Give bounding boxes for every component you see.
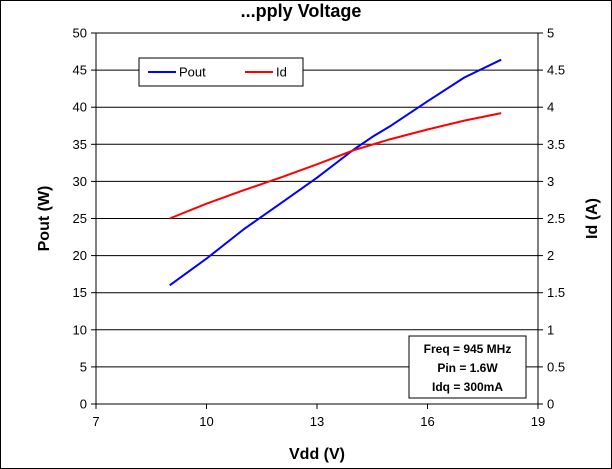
x-tick-label: 10 xyxy=(199,414,213,429)
y-tick-label: 5 xyxy=(80,359,87,374)
right-y-axis: 0 0.5 1 1.5 2 2.5 3 3.5 4 4.5 5 xyxy=(538,26,565,412)
legend-label-id: Id xyxy=(276,65,287,80)
x-axis: 7 10 13 16 19 xyxy=(92,404,545,429)
y-tick-label: 15 xyxy=(73,285,87,300)
x-axis-label: Vdd (V) xyxy=(289,446,345,463)
y-tick-label: 50 xyxy=(73,26,87,41)
y2-tick-label: 3.5 xyxy=(547,137,565,152)
series-layer xyxy=(169,58,502,287)
x-tick-label: 13 xyxy=(310,414,324,429)
y-tick-label: 30 xyxy=(73,174,87,189)
y2-tick-label: 1 xyxy=(547,322,554,337)
y2-tick-label: 2.5 xyxy=(547,211,565,226)
y-axis-label-right: Id (A) xyxy=(584,198,601,239)
x-tick-label: 16 xyxy=(420,414,434,429)
x-tick-label: 7 xyxy=(92,414,99,429)
note-line: Freq = 945 MHz xyxy=(424,342,512,356)
chart-legend: Pout Id xyxy=(138,57,304,87)
y-tick-label: 0 xyxy=(80,397,87,412)
y-tick-label: 25 xyxy=(73,211,87,226)
note-line: Idq = 300mA xyxy=(432,380,503,394)
series-line-pout xyxy=(169,58,502,287)
y-tick-label: 20 xyxy=(73,248,87,263)
left-y-axis: 0 5 10 15 20 25 30 35 40 45 50 xyxy=(73,26,96,412)
y-axis-label-left: Pout (W) xyxy=(36,186,53,252)
x-tick-label: 19 xyxy=(531,414,545,429)
y-tick-label: 35 xyxy=(73,137,87,152)
chart-title: ...pply Voltage xyxy=(241,1,362,21)
y2-tick-label: 4 xyxy=(547,100,554,115)
y2-tick-label: 5 xyxy=(547,26,554,41)
y-tick-label: 45 xyxy=(73,63,87,78)
y2-tick-label: 2 xyxy=(547,248,554,263)
y2-tick-label: 4.5 xyxy=(547,63,565,78)
note-line: Pin = 1.6W xyxy=(437,361,498,375)
y2-tick-label: 3 xyxy=(547,174,554,189)
legend-label-pout: Pout xyxy=(179,65,206,80)
y-tick-label: 10 xyxy=(73,322,87,337)
series-line-id xyxy=(169,112,502,220)
conditions-note: Freq = 945 MHz Pin = 1.6W Idq = 300mA xyxy=(408,335,527,399)
y-tick-label: 40 xyxy=(73,100,87,115)
y2-tick-label: 0.5 xyxy=(547,359,565,374)
y2-tick-label: 1.5 xyxy=(547,285,565,300)
note-frame xyxy=(408,335,527,399)
y2-tick-label: 0 xyxy=(547,397,554,412)
